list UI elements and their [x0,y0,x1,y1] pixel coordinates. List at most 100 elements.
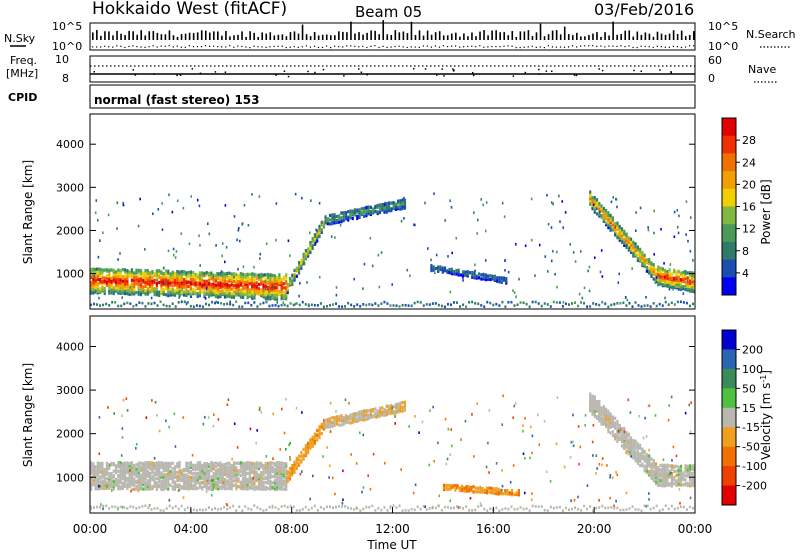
range-cell [322,223,326,227]
range-cell [322,425,326,429]
range-cell [654,278,658,282]
range-cell [682,285,685,289]
scatter-cell [556,285,558,289]
range-cell [260,272,263,277]
range-cell [589,399,592,404]
range-cell [135,277,138,281]
scatter-cell [677,231,680,235]
range-cell [666,284,669,288]
noise-sky-bar [688,34,691,40]
near-range-cell [540,304,543,308]
range-cell [239,466,242,470]
range-cell [139,271,143,275]
range-cell [128,477,131,481]
freq-outlier [512,75,515,77]
range-cell [693,477,695,482]
range-cell [194,282,197,286]
range-cell [112,290,115,294]
range-cell [226,465,229,469]
scatter-cell [275,202,278,205]
near-range-cell [153,301,156,305]
range-cell [309,440,312,444]
noise-search-point [664,46,666,48]
range-cell [318,233,321,237]
range-cell [614,227,617,232]
range-cell [203,484,206,489]
range-cell [269,467,272,471]
range-cell [257,461,261,466]
range-cell [499,490,502,494]
range-cell [318,226,321,231]
range-cell [253,285,256,289]
noise-search-point [511,45,513,47]
range-cell [403,206,407,210]
range-cell [282,487,286,491]
range-cell [196,479,199,484]
range-cell [293,466,296,470]
range-cell [110,485,113,489]
range-cell [466,272,469,276]
scatter-cell [145,416,148,419]
range-cell [661,269,664,273]
range-cell [235,479,238,483]
near-range-cell [171,506,174,510]
range-cell [278,478,281,483]
near-range-cell [153,507,156,510]
range-cell [253,481,256,485]
range-cell [618,236,621,241]
near-range-cell [159,300,162,304]
range-cell [313,236,317,241]
colorbar-swatch [722,224,736,243]
range-cell [297,269,301,273]
scatter-cell [686,279,689,283]
range-cell [639,255,642,259]
scatter-cell [413,223,416,227]
near-range-cell [259,507,262,511]
near-range-cell [453,506,455,510]
scatter-cell [165,281,167,284]
range-cell [349,213,352,217]
range-cell [226,288,229,292]
near-range-cell [495,506,498,510]
near-range-cell [380,508,383,512]
range-cell [176,470,179,475]
range-cell [318,234,321,239]
noise-right-tick-high: 10^5 [708,20,738,33]
scatter-cell [212,424,215,428]
near-range-cell [174,305,177,308]
scatter-cell [171,210,174,214]
near-range-cell [350,507,353,510]
range-cell [219,277,222,282]
range-cell [365,210,368,214]
scatter-cell [135,446,137,450]
range-cell [119,269,122,273]
noise-sky-bar [535,32,538,40]
near-range-cell [392,504,395,507]
noise-search-point [281,45,283,47]
range-cell [497,489,500,494]
range-cell [251,290,254,295]
range-cell [322,225,326,229]
range-cell [659,471,662,475]
range-cell [187,481,190,485]
range-cell [217,275,220,279]
range-cell [686,282,689,287]
scatter-cell [362,433,365,437]
near-range-cell [96,505,99,509]
range-cell [101,276,104,280]
range-cell [114,280,118,284]
range-cell [309,442,312,446]
near-range-cell [410,507,413,511]
range-cell [155,281,158,286]
scatter-cell [676,208,679,212]
range-cell [367,205,370,209]
noise-sky-bar [92,32,94,40]
scatter-cell [558,194,560,198]
range-cell [673,276,676,281]
scatter-cell [449,453,451,456]
near-range-cell [422,304,425,307]
freq-outlier [441,68,443,70]
range-cell [119,463,122,468]
range-cell [399,405,402,409]
range-cell [94,273,97,277]
